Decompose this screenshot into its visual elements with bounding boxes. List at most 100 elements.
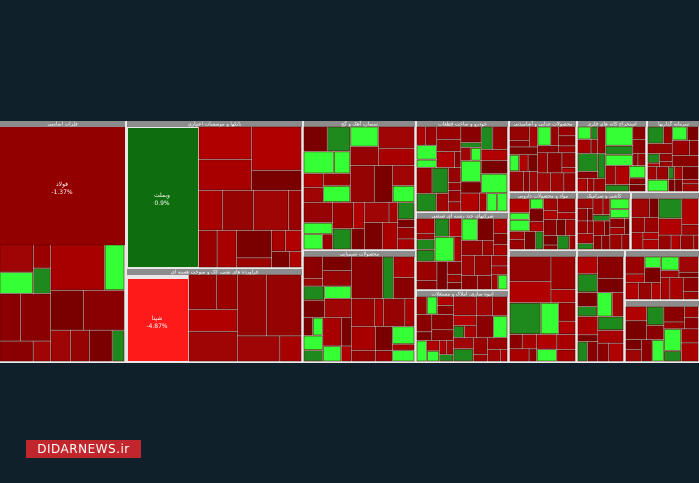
cell	[323, 173, 351, 186]
cell	[647, 325, 664, 340]
watermark: DIDARNEWS.ir	[26, 440, 141, 458]
cell	[313, 317, 323, 336]
cell	[188, 274, 217, 310]
cell	[375, 326, 392, 351]
cell	[605, 184, 630, 192]
cell	[476, 296, 493, 316]
cell	[528, 155, 538, 172]
cell	[374, 165, 393, 202]
cell	[577, 221, 588, 234]
cell	[461, 148, 471, 161]
cell	[647, 143, 672, 154]
cell	[447, 282, 462, 290]
cell	[587, 178, 594, 192]
cell	[461, 218, 478, 241]
cell	[577, 178, 587, 192]
cell	[641, 340, 652, 362]
cell	[522, 334, 537, 349]
cell	[461, 255, 475, 276]
cell	[577, 316, 598, 335]
cell	[559, 136, 576, 146]
cell	[509, 240, 525, 250]
group-header	[510, 251, 576, 257]
cell	[681, 343, 699, 362]
cell	[524, 231, 536, 250]
cell	[486, 193, 497, 212]
cell	[398, 202, 415, 220]
cell	[509, 147, 538, 155]
group-header	[578, 193, 630, 199]
cell	[50, 244, 105, 290]
cell	[547, 153, 562, 173]
cell	[593, 198, 603, 215]
cell	[652, 340, 664, 362]
cell	[303, 278, 323, 286]
cell	[593, 235, 602, 250]
cell	[437, 261, 447, 290]
cell	[222, 190, 254, 231]
cell	[610, 234, 622, 250]
group-header	[127, 121, 302, 127]
cell	[453, 315, 476, 326]
cell	[453, 338, 473, 349]
cell	[416, 239, 435, 250]
cell	[647, 163, 660, 167]
cell	[217, 230, 237, 268]
cell	[432, 330, 454, 341]
cell	[664, 329, 682, 351]
cell-label: فولاد	[56, 181, 68, 188]
cell	[647, 179, 668, 192]
cell	[351, 350, 376, 362]
cell	[633, 139, 646, 154]
cell	[577, 233, 594, 244]
cell	[271, 230, 286, 251]
cell	[610, 198, 630, 209]
cell	[303, 202, 333, 223]
cell	[416, 314, 432, 332]
cell	[323, 234, 333, 250]
cell	[188, 309, 238, 332]
group-header	[578, 251, 624, 257]
cell	[491, 266, 508, 275]
cell	[437, 151, 455, 168]
cell	[668, 179, 675, 192]
cell	[577, 139, 591, 153]
cell	[631, 217, 645, 233]
cell	[497, 193, 508, 212]
cell	[341, 346, 352, 362]
cell	[629, 178, 646, 184]
cell	[639, 283, 652, 300]
cell	[416, 167, 432, 194]
cell	[681, 329, 699, 343]
cell	[437, 305, 454, 315]
cell	[0, 127, 125, 245]
cell	[416, 296, 427, 315]
cell	[453, 296, 476, 315]
group-header	[0, 121, 125, 127]
cell	[624, 218, 630, 235]
cell	[416, 193, 437, 212]
cell	[684, 317, 699, 329]
cell	[0, 272, 34, 294]
cell	[436, 193, 449, 212]
cell	[374, 298, 384, 327]
cell	[625, 306, 647, 321]
group-header	[304, 121, 415, 127]
cell	[682, 198, 699, 225]
cell	[509, 256, 551, 282]
cell	[303, 317, 313, 336]
cell	[378, 126, 415, 149]
cell	[631, 198, 650, 218]
cell	[509, 281, 551, 303]
cell	[198, 190, 222, 231]
cell	[668, 167, 674, 180]
cell	[334, 151, 351, 174]
cell	[267, 274, 302, 336]
cell	[461, 126, 481, 143]
cell	[439, 354, 454, 362]
cell	[351, 228, 364, 250]
cell	[598, 256, 624, 278]
cell	[536, 349, 557, 362]
cell	[605, 166, 616, 185]
cell	[237, 274, 267, 336]
